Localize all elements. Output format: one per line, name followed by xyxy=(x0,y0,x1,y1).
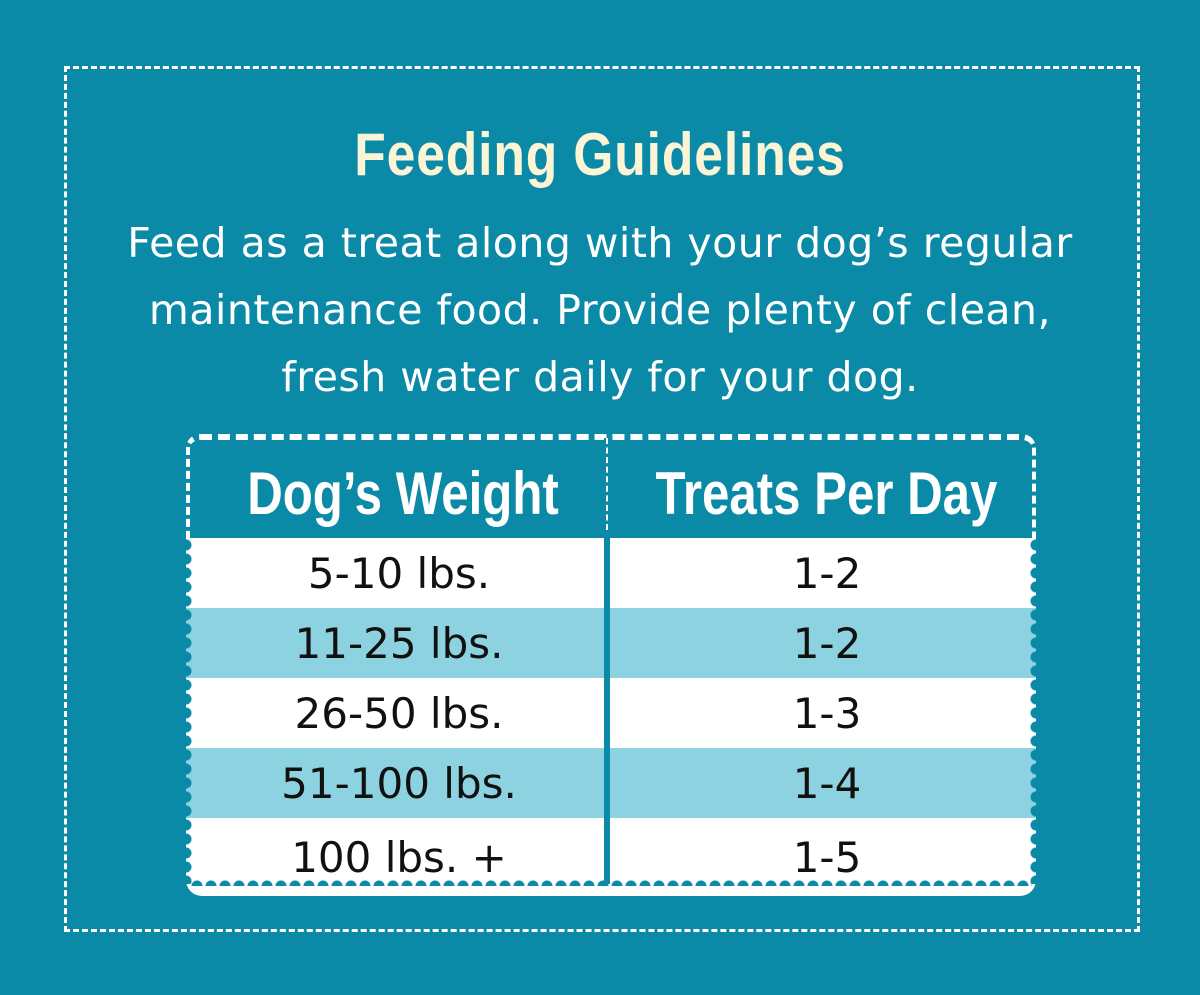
header-treats-per-day: Treats Per Day xyxy=(655,460,997,527)
table-body: 5-10 lbs. 1-2 11-25 lbs. 1-2 26-50 lbs. … xyxy=(186,538,1036,896)
scalloped-edge-left xyxy=(186,538,196,884)
scalloped-edge-bottom xyxy=(190,876,1032,886)
treats-cell: 1-2 xyxy=(792,548,862,598)
weight-cell: 100 lbs. + xyxy=(291,832,507,882)
treats-cell: 1-2 xyxy=(792,618,862,668)
column-divider xyxy=(604,438,610,884)
header-dogs-weight: Dog’s Weight xyxy=(247,460,559,527)
page-title: Feeding Guidelines xyxy=(354,121,846,188)
weight-cell: 26-50 lbs. xyxy=(294,688,504,738)
table-header: Dog’s Weight Treats Per Day xyxy=(186,434,1036,538)
treats-cell: 1-5 xyxy=(792,832,862,882)
table-row: 26-50 lbs. 1-3 xyxy=(186,678,1036,748)
feeding-table: Dog’s Weight Treats Per Day 5-10 lbs. 1-… xyxy=(186,434,1036,896)
weight-cell: 51-100 lbs. xyxy=(281,758,517,808)
table-row: 5-10 lbs. 1-2 xyxy=(186,538,1036,608)
header-divider-dashes xyxy=(606,438,610,530)
treats-cell: 1-3 xyxy=(792,688,862,738)
scalloped-edge-right xyxy=(1026,538,1036,884)
table-row: 11-25 lbs. 1-2 xyxy=(186,608,1036,678)
feeding-description: Feed as a treat along with your dog’s re… xyxy=(127,219,1073,401)
weight-cell: 11-25 lbs. xyxy=(294,618,504,668)
treats-cell: 1-4 xyxy=(792,758,862,808)
dashed-border-frame xyxy=(64,66,1140,932)
table-row: 51-100 lbs. 1-4 xyxy=(186,748,1036,818)
weight-cell: 5-10 lbs. xyxy=(307,548,491,598)
